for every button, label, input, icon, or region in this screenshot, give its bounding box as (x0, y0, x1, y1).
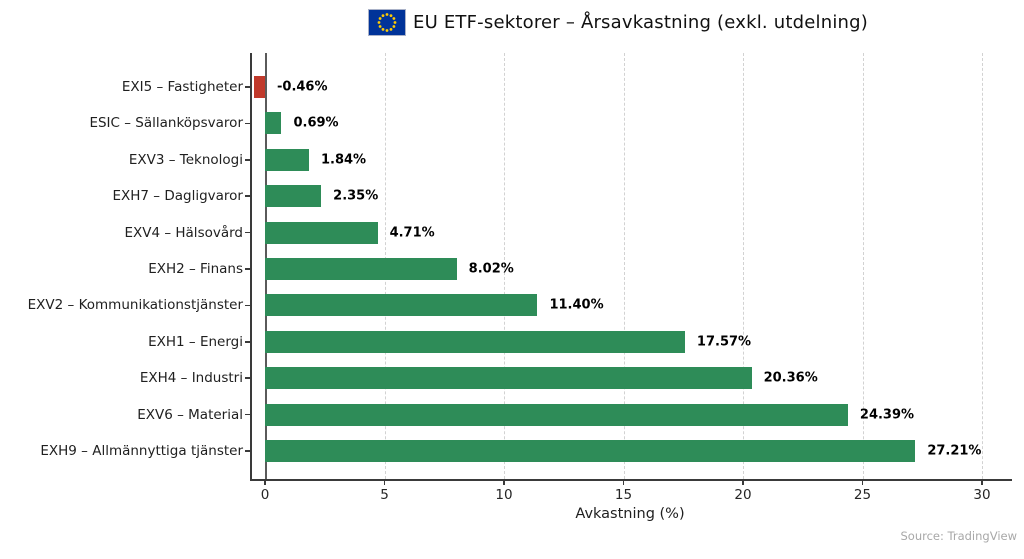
x-tick-15 (622, 480, 625, 485)
value-label: 0.69% (293, 115, 339, 131)
category-label: EXH2 – Finans (148, 261, 243, 277)
category-label: EXH4 – Industri (139, 370, 243, 387)
bar-positive (265, 112, 282, 135)
bar-positive (265, 330, 685, 353)
value-label: 11.40% (549, 297, 604, 313)
y-tick (245, 86, 250, 88)
value-label: -0.46% (277, 79, 328, 95)
bar-positive (265, 258, 457, 280)
bar-positive (265, 221, 378, 244)
category-label: EXH1 – Energi (148, 333, 243, 350)
y-tick (245, 304, 250, 307)
value-label: 24.39% (859, 407, 915, 423)
y-tick (245, 195, 250, 197)
y-tick (245, 268, 250, 270)
bottom-spine (250, 479, 1012, 481)
x-tick-label-5: 5 (380, 487, 389, 503)
value-label: 2.35% (333, 188, 379, 204)
left-spine (250, 53, 252, 479)
gridline-x25 (862, 53, 864, 479)
x-tick-5 (383, 480, 386, 485)
y-axis-labels: EXI5 – Fastigheter ESIC – Sällanköpsvaror… (0, 53, 243, 479)
chart-header: EU ETF-sektorer – Årsavkastning (exkl. u… (367, 9, 869, 36)
x-tick-label-10: 10 (495, 487, 513, 503)
x-tick-25 (861, 480, 864, 485)
bar-positive (265, 185, 322, 208)
x-tick-label-30: 30 (973, 487, 991, 503)
category-label: ESIC – Sällanköpsvaror (89, 115, 243, 132)
x-axis-title: Avkastning (%) (575, 506, 685, 522)
category-label: EXI5 – Fastigheter (121, 79, 243, 95)
category-label: EXV2 – Kommunikationstjänster (27, 297, 243, 314)
category-label: EXV3 – Teknologi (128, 151, 243, 168)
y-tick (245, 159, 250, 161)
x-tick-0 (264, 480, 266, 485)
value-label: 17.57% (696, 334, 752, 350)
y-tick (245, 341, 250, 343)
bar-positive (265, 294, 538, 317)
x-tick-label-15: 15 (614, 487, 633, 503)
y-tick (245, 413, 250, 416)
bar-negative (254, 76, 265, 98)
category-label: EXH7 – Dagligvaror (112, 188, 244, 205)
eu-flag-icon (367, 9, 406, 36)
x-tick-label-25: 25 (853, 487, 872, 503)
category-label: EXH9 – Allmännyttiga tjänster (40, 443, 243, 459)
y-tick (245, 377, 250, 379)
gridline-x20 (743, 53, 744, 479)
value-label: 8.02% (468, 261, 514, 277)
bar-positive (265, 367, 752, 390)
gridline-x30 (982, 53, 983, 479)
y-tick (245, 122, 250, 125)
value-label: 20.36% (763, 370, 818, 386)
x-tick-label-0: 0 (260, 487, 270, 503)
gridline-x10 (504, 53, 505, 479)
source-attribution: Source: TradingView (900, 529, 1017, 543)
x-tick-label-20: 20 (734, 487, 752, 503)
plot-area: 0 5 10 15 20 25 30 -0.46% 0.69% 1.84% 2.35% 4.71% 8.… (245, 53, 1012, 503)
bar-positive (265, 403, 848, 426)
chart-title: EU ETF-sektorer – Årsavkastning (exkl. u… (412, 12, 869, 33)
y-tick (245, 231, 250, 234)
value-label: 4.71% (389, 225, 435, 241)
value-label: 1.84% (320, 152, 367, 168)
bar-positive (265, 440, 916, 462)
y-tick (245, 450, 250, 452)
x-tick-10 (503, 480, 505, 485)
gridline-x15 (623, 53, 625, 479)
category-label: EXV6 – Material (137, 406, 243, 423)
x-tick-20 (742, 480, 744, 485)
x-tick-30 (981, 480, 983, 485)
value-label: 27.21% (927, 443, 982, 459)
category-label: EXV4 – Hälsovård (124, 224, 243, 241)
bar-positive (265, 148, 309, 171)
